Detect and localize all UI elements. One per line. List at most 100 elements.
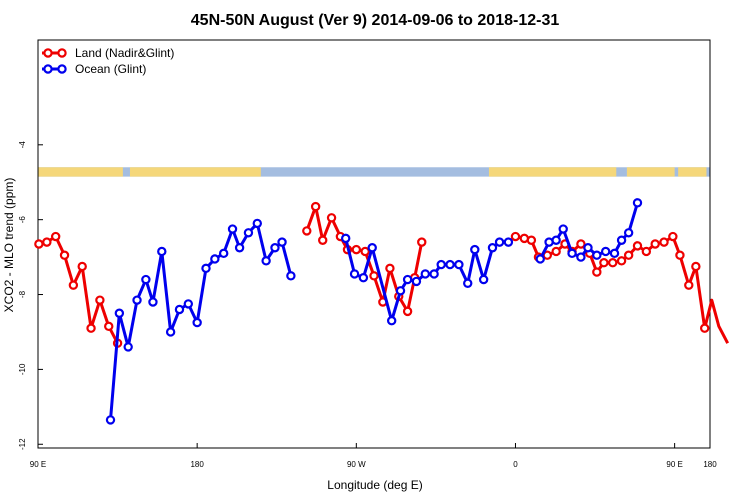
- data-point: [599, 258, 609, 268]
- data-point: [487, 243, 498, 253]
- land-ocean-strip: [38, 167, 710, 177]
- data-point: [558, 224, 568, 234]
- legend-marker: [57, 64, 67, 74]
- data-point: [218, 248, 229, 259]
- data-point: [623, 228, 634, 238]
- data-point: [192, 317, 202, 328]
- data-point: [436, 259, 446, 270]
- data-point: [429, 269, 439, 279]
- data-point: [358, 272, 369, 283]
- data-point: [576, 252, 586, 262]
- data-point: [608, 258, 618, 268]
- data-point: [454, 259, 464, 270]
- data-point: [470, 244, 480, 255]
- data-point: [510, 231, 521, 242]
- land-band: [678, 167, 707, 177]
- data-point: [50, 231, 61, 242]
- series-line: [38, 235, 119, 344]
- x-tick-label: 0: [513, 460, 518, 469]
- data-point: [699, 323, 710, 333]
- data-point: [592, 267, 602, 277]
- land-band: [38, 167, 123, 177]
- data-point: [616, 256, 627, 266]
- data-point: [650, 239, 660, 249]
- data-point: [174, 304, 185, 315]
- data-point: [592, 250, 602, 260]
- data-point: [210, 254, 220, 264]
- data-point: [183, 299, 194, 309]
- data-point: [402, 274, 413, 285]
- data-point: [360, 246, 370, 257]
- data-point: [395, 286, 406, 296]
- data-point: [261, 256, 271, 266]
- data-point: [42, 237, 52, 247]
- data-point: [367, 243, 377, 253]
- data-point: [632, 198, 643, 208]
- data-point: [341, 233, 351, 244]
- land-band: [626, 167, 675, 177]
- data-point: [227, 224, 238, 234]
- x-tick-label: 180: [703, 460, 717, 469]
- y-tick-label: -12: [18, 438, 27, 450]
- data-point: [503, 237, 514, 247]
- data-point: [659, 237, 669, 247]
- y-tick-label: -8: [18, 290, 27, 298]
- data-point: [252, 218, 262, 229]
- data-point: [86, 323, 96, 333]
- data-point: [270, 243, 280, 253]
- data-point: [326, 213, 337, 223]
- series-ocean: [105, 198, 643, 425]
- data-point: [77, 261, 87, 272]
- data-point: [105, 415, 116, 425]
- data-point: [576, 239, 586, 249]
- legend-marker: [43, 48, 53, 58]
- y-tick-label: -4: [18, 141, 27, 149]
- data-point: [132, 295, 142, 305]
- data-point: [494, 237, 505, 247]
- y-tick-label: -10: [18, 363, 27, 375]
- land-band: [129, 167, 261, 177]
- data-point: [583, 243, 593, 253]
- data-point: [445, 259, 455, 270]
- data-point: [302, 226, 312, 236]
- data-point: [34, 239, 44, 249]
- data-point: [600, 246, 611, 257]
- series-land: [34, 201, 730, 348]
- data-point: [478, 274, 489, 285]
- data-point: [141, 274, 151, 285]
- data-point: [616, 235, 627, 245]
- data-point: [609, 248, 620, 259]
- data-point: [632, 241, 643, 251]
- legend: Land (Nadir&Glint) Ocean (Glint): [42, 46, 174, 76]
- x-tick-label: 180: [190, 460, 204, 469]
- data-point: [286, 271, 296, 281]
- data-point: [691, 261, 701, 272]
- data-point: [668, 231, 678, 242]
- data-point: [165, 327, 176, 337]
- data-point: [310, 201, 321, 212]
- x-tick-label: 90 W: [347, 460, 366, 469]
- data-point: [369, 271, 379, 281]
- data-point: [417, 237, 427, 247]
- data-point: [68, 280, 79, 290]
- data-point: [104, 321, 114, 332]
- series-layer: [34, 198, 730, 425]
- data-point: [526, 235, 537, 245]
- legend-label: Ocean (Glint): [75, 62, 146, 76]
- data-point: [402, 306, 413, 317]
- y-axis-label: XCO2 - MLO trend (ppm): [2, 178, 16, 313]
- data-point: [385, 263, 395, 274]
- data-point: [277, 237, 287, 247]
- data-point: [318, 235, 328, 245]
- data-point: [351, 244, 362, 255]
- legend-marker: [57, 48, 67, 58]
- x-tick-label: 90 E: [666, 460, 682, 469]
- data-point: [157, 246, 167, 257]
- data-point: [114, 308, 125, 318]
- ocean-band: [38, 167, 710, 177]
- data-point: [623, 250, 634, 260]
- data-point: [684, 280, 694, 290]
- data-point: [123, 342, 133, 352]
- chart-title: 45N-50N August (Ver 9) 2014-09-06 to 201…: [191, 12, 560, 29]
